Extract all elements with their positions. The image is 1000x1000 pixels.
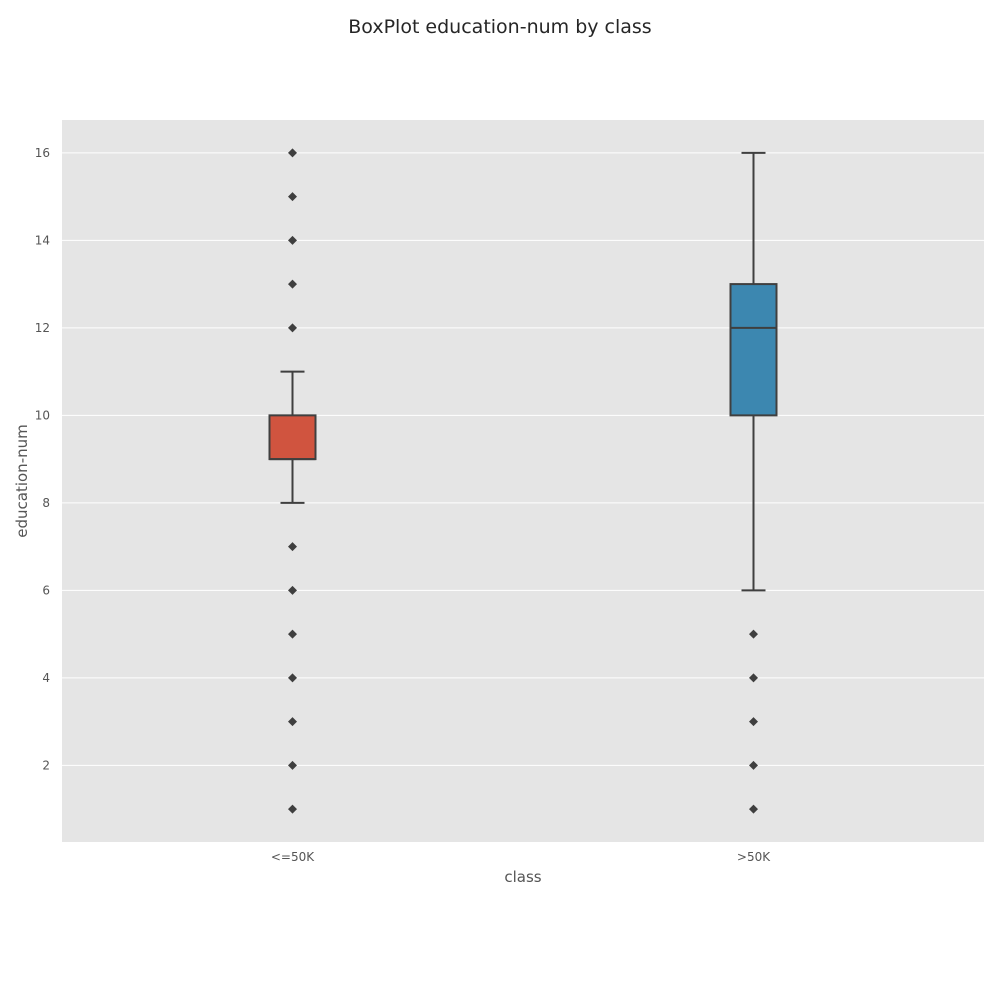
outlier-point bbox=[288, 760, 297, 770]
y-tick-label: 14 bbox=[35, 233, 50, 247]
box-group bbox=[268, 148, 317, 814]
x-tick-label: <=50K bbox=[271, 850, 315, 864]
outlier-point bbox=[288, 629, 297, 639]
outlier-point bbox=[288, 148, 297, 158]
outlier-point bbox=[288, 542, 297, 552]
box-group bbox=[729, 151, 778, 814]
outlier-point bbox=[288, 585, 297, 595]
iqr-box bbox=[268, 414, 317, 461]
outlier-point bbox=[749, 717, 758, 727]
outlier-point bbox=[749, 673, 758, 683]
y-tick-label: 4 bbox=[42, 671, 50, 685]
outlier-point bbox=[288, 235, 297, 245]
y-axis-label: education-num bbox=[13, 424, 31, 537]
outlier-point bbox=[288, 717, 297, 727]
outlier-point bbox=[749, 760, 758, 770]
boxes bbox=[268, 148, 778, 814]
y-tick-label: 2 bbox=[42, 758, 50, 772]
plot-area bbox=[62, 120, 984, 842]
outlier-point bbox=[288, 192, 297, 202]
y-tick-label: 8 bbox=[42, 496, 50, 510]
x-axis-label: class bbox=[504, 868, 541, 886]
x-tick-label: >50K bbox=[737, 850, 771, 864]
outlier-point bbox=[288, 804, 297, 814]
y-tick-label: 10 bbox=[35, 408, 50, 422]
iqr-box bbox=[729, 283, 778, 417]
outlier-point bbox=[288, 323, 297, 333]
y-tick-labels: 2 4 6 8 10 12 14 16 bbox=[35, 146, 50, 773]
y-tick-label: 6 bbox=[42, 583, 50, 597]
outlier-point bbox=[749, 804, 758, 814]
outlier-point bbox=[749, 629, 758, 639]
y-tick-label: 12 bbox=[35, 321, 50, 335]
grid-lines bbox=[62, 152, 984, 766]
y-tick-label: 16 bbox=[35, 146, 50, 160]
chart-title: BoxPlot education-num by class bbox=[348, 16, 652, 38]
outlier-point bbox=[288, 279, 297, 289]
outlier-point bbox=[288, 673, 297, 683]
x-tick-labels: <=50K >50K bbox=[271, 850, 771, 864]
